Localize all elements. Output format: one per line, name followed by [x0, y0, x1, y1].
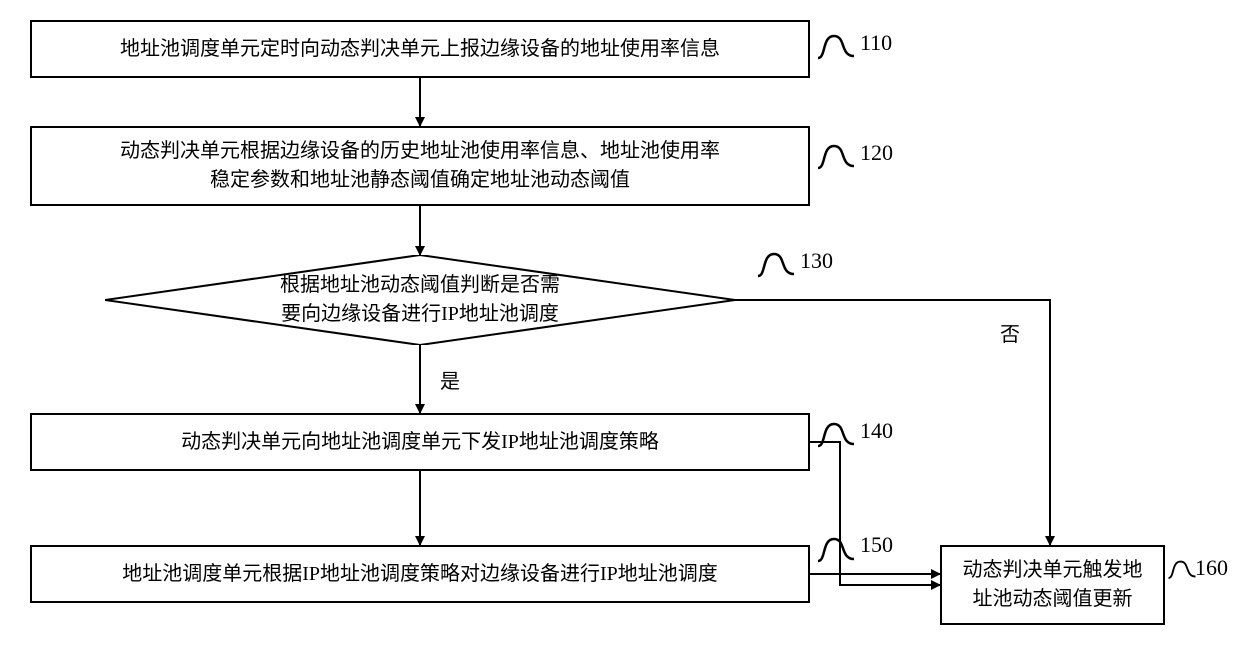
flow-node-n120: 动态判决单元根据边缘设备的历史地址池使用率信息、地址池使用率稳定参数和地址池静态… [30, 126, 810, 206]
flow-node-n150: 地址池调度单元根据IP地址池调度策略对边缘设备进行IP地址池调度 [30, 545, 810, 603]
flow-node-n160: 动态判决单元触发地址池动态阈值更新 [940, 545, 1165, 625]
flowchart-canvas: 地址池调度单元定时向动态判决单元上报边缘设备的地址使用率信息 110 动态判决单元根… [0, 0, 1240, 665]
callout-squiggle [816, 142, 856, 170]
node-text: 地址池调度单元根据IP地址池调度策略对边缘设备进行IP地址池调度 [122, 560, 718, 589]
step-label-130: 130 [800, 248, 833, 274]
callout-squiggle [816, 535, 856, 563]
edge-label: 否 [1000, 318, 1020, 347]
edge-label: 是 [440, 365, 460, 394]
flow-node-n140: 动态判决单元向地址池调度单元下发IP地址池调度策略 [30, 413, 810, 471]
edge-n140-n160 [810, 442, 940, 585]
callout-squiggle [816, 420, 856, 448]
step-label-140: 140 [860, 418, 893, 444]
node-text: 根据地址池动态阈值判断是否需要向边缘设备进行IP地址池调度 [280, 271, 560, 329]
node-text: 动态判决单元触发地址池动态阈值更新 [963, 556, 1143, 614]
flow-decision-n130: 根据地址池动态阈值判断是否需要向边缘设备进行IP地址池调度 [105, 255, 735, 345]
step-label-160: 160 [1195, 555, 1228, 581]
node-text: 地址池调度单元定时向动态判决单元上报边缘设备的地址使用率信息 [120, 35, 720, 64]
node-text: 动态判决单元向地址池调度单元下发IP地址池调度策略 [181, 428, 659, 457]
callout-squiggle [1167, 557, 1197, 581]
node-text: 动态判决单元根据边缘设备的历史地址池使用率信息、地址池使用率稳定参数和地址池静态… [120, 137, 720, 195]
callout-squiggle [756, 250, 796, 278]
callout-squiggle [816, 32, 856, 60]
step-label-150: 150 [860, 532, 893, 558]
step-label-110: 110 [860, 30, 892, 56]
step-label-120: 120 [860, 140, 893, 166]
flow-node-n110: 地址池调度单元定时向动态判决单元上报边缘设备的地址使用率信息 [30, 20, 810, 78]
